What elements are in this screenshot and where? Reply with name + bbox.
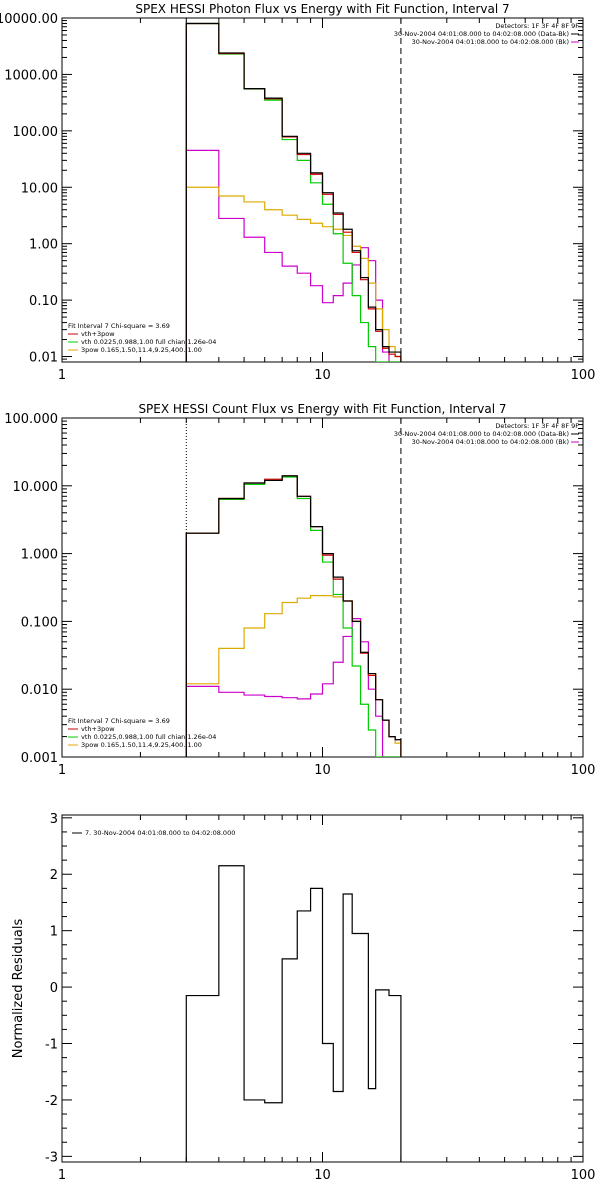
y-tick-label: -3	[45, 1150, 58, 1165]
y-tick-label: 0.100	[21, 615, 58, 630]
series-3pow	[185, 186, 402, 362]
x-tick-label: 10	[314, 763, 331, 778]
legend-entry: vth 0.0225,0.988,1.00 full chian 1.26e-0…	[81, 338, 216, 346]
fit-info-label: Fit Interval 7 Chi-square = 3.69	[68, 322, 170, 330]
y-axis-label: Normalized Residuals	[11, 919, 26, 1059]
series-data-bk	[185, 22, 402, 362]
detectors-label: Detectors: 1F 3F 4F 8F 9F	[495, 22, 579, 30]
x-tick-label: 1	[58, 763, 66, 778]
series-data-bk	[185, 475, 402, 757]
legend-entry: vth+3pow	[81, 330, 115, 338]
y-tick-label: 100.000	[4, 412, 58, 427]
y-tick-label: 0.01	[29, 351, 58, 366]
y-tick-label: 0.001	[21, 751, 58, 766]
y-tick-label: 0.010	[21, 683, 58, 698]
y-tick-label: 0	[50, 981, 58, 996]
series-7-30-nov-2004-04-01-08-000-to-04-02-08-000	[185, 865, 402, 1162]
y-tick-label: -2	[45, 1094, 58, 1109]
legend-entry: 3pow 0.165,1.50,11.4,9.25,400.,1.00	[81, 741, 202, 749]
x-tick-label: 100	[571, 368, 596, 383]
y-tick-label: 1.00	[29, 238, 58, 253]
fit-info-label: Fit Interval 7 Chi-square = 3.69	[68, 717, 170, 725]
y-tick-label: 100.00	[13, 125, 59, 140]
y-tick-label: 1.000	[21, 548, 58, 563]
y-tick-label: 10000.00	[0, 12, 58, 27]
y-tick-label: -1	[45, 1038, 58, 1053]
x-tick-label: 1	[58, 1168, 66, 1183]
legend-entry: 30-Nov-2004 04:01:08.000 to 04:02:08.000…	[394, 30, 569, 38]
chart-1: SPEX HESSI Photon Flux vs Energy with Fi…	[0, 2, 595, 383]
y-tick-label: 1000.00	[4, 68, 58, 83]
y-tick-label: 10.000	[13, 480, 59, 495]
y-tick-label: 1	[50, 925, 58, 940]
x-tick-label: 1	[58, 368, 66, 383]
x-tick-label: 100	[571, 1168, 596, 1183]
legend-entry: 30-Nov-2004 04:01:08.000 to 04:02:08.000…	[394, 430, 569, 438]
x-tick-label: 100	[571, 763, 596, 778]
y-tick-label: 10.00	[21, 181, 58, 196]
x-tick-label: 10	[314, 1168, 331, 1183]
legend-entry: vth+3pow	[81, 725, 115, 733]
legend-entry: 30-Nov-2004 04:01:08.000 to 04:02:08.000…	[412, 438, 569, 446]
y-tick-label: 0.10	[29, 294, 58, 309]
legend-entry: 3pow 0.165,1.50,11.4,9.25,400.,1.00	[81, 346, 202, 354]
plot-frame	[61, 417, 584, 758]
chart-title: SPEX HESSI Photon Flux vs Energy with Fi…	[135, 2, 509, 16]
detectors-label: Detectors: 1F 3F 4F 8F 9F	[495, 422, 579, 430]
x-tick-label: 10	[314, 368, 331, 383]
chart-2: SPEX HESSI Count Flux vs Energy with Fit…	[4, 402, 595, 778]
y-tick-label: 2	[50, 868, 58, 883]
legend-entry: vth 0.0225,0.988,1.00 full chian 1.26e-0…	[81, 733, 216, 741]
legend-entry: 7. 30-Nov-2004 04:01:08.000 to 04:02:08.…	[85, 829, 235, 837]
chart-title: SPEX HESSI Count Flux vs Energy with Fit…	[138, 402, 506, 416]
y-tick-label: 3	[50, 812, 58, 827]
chart-3: 1 10 100 -3 -2 -1 0 1 2 3 Normalized Residuals 7. 3…	[11, 812, 595, 1183]
series-bk	[185, 617, 402, 757]
legend-entry: 30-Nov-2004 04:01:08.000 to 04:02:08.000…	[412, 38, 569, 46]
